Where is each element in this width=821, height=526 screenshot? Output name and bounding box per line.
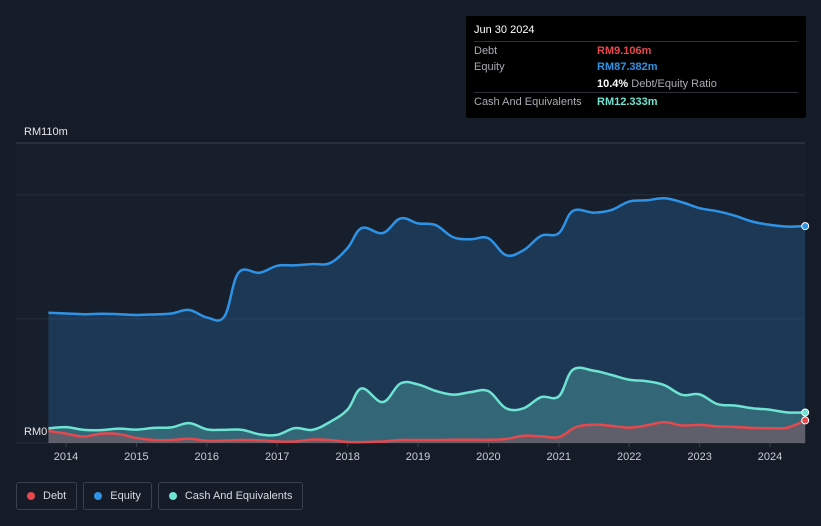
legend-item-cash[interactable]: Cash And Equivalents <box>157 482 304 510</box>
x-tick-label: 2015 <box>124 451 148 463</box>
series-endpoints <box>801 222 810 425</box>
y-axis-min-label: RM0 <box>24 426 47 438</box>
x-tick-label: 2020 <box>476 451 500 463</box>
tooltip-ratio: 10.4% Debt/Equity Ratio <box>597 78 717 90</box>
tooltip-debt-label: Debt <box>474 45 498 57</box>
legend-debt-label: Debt <box>43 490 67 502</box>
cash-dot-icon <box>168 492 177 500</box>
legend-item-debt[interactable]: Debt <box>16 482 78 510</box>
tooltip-date: Jun 30 2024 <box>474 24 535 36</box>
x-tick-label: 2014 <box>54 451 78 463</box>
x-tick-label: 2019 <box>406 451 430 463</box>
x-axis-ticks: 2014 2015 2016 2017 2018 2019 2020 2021 2022 2023… <box>54 443 782 463</box>
tooltip-equity-value: RM87.382m <box>597 61 658 73</box>
legend: Debt Equity Cash And Equivalents <box>16 482 304 510</box>
tooltip-equity-label: Equity <box>474 61 505 73</box>
y-axis-max-label: RM110m <box>24 126 68 138</box>
debt-area <box>48 420 806 443</box>
tooltip-ratio-value: 10.4% <box>597 78 629 90</box>
equity-dot-icon <box>94 492 103 500</box>
x-tick-label: 2021 <box>547 451 571 463</box>
cash-line <box>48 366 806 437</box>
x-tick-label: 2022 <box>617 451 641 463</box>
x-tick-label: 2016 <box>195 451 219 463</box>
tooltip-row-cash: Cash And Equivalents RM12.333m <box>474 92 798 110</box>
x-tick-label: 2024 <box>758 451 782 463</box>
debt-endpoint <box>801 416 810 425</box>
tooltip-row-equity: Equity RM87.382m <box>474 58 798 75</box>
x-tick-label: 2018 <box>335 451 359 463</box>
tooltip-ratio-label: Debt/Equity Ratio <box>631 78 717 90</box>
y-axis-labels: RM110m RM0 <box>24 126 68 438</box>
equity-area <box>48 198 806 443</box>
legend-cash-label: Cash And Equivalents <box>184 490 293 502</box>
equity-line <box>48 197 806 322</box>
debt-dot-icon <box>27 492 35 500</box>
tooltip-cash-value: RM12.333m <box>597 96 658 108</box>
plot-background <box>16 143 805 443</box>
tooltip-row-ratio: 10.4% Debt/Equity Ratio <box>474 75 798 92</box>
cash-area <box>48 367 806 443</box>
tooltip-panel: Jun 30 2024 Debt RM9.106m Equity RM87.38… <box>466 16 806 118</box>
x-tick-label: 2023 <box>687 451 711 463</box>
tooltip-debt-value: RM9.106m <box>597 45 652 57</box>
cash-endpoint <box>801 408 810 417</box>
series-areas <box>48 198 806 443</box>
x-tick-label: 2017 <box>265 451 289 463</box>
tooltip-row-debt: Debt RM9.106m <box>474 41 798 59</box>
grid-lines <box>16 142 805 444</box>
legend-equity-label: Equity <box>110 490 141 502</box>
tooltip-cash-label: Cash And Equivalents <box>474 96 582 108</box>
equity-endpoint <box>801 222 810 231</box>
legend-item-equity[interactable]: Equity <box>83 482 152 510</box>
series-lines <box>48 197 806 444</box>
debt-line <box>48 419 806 444</box>
